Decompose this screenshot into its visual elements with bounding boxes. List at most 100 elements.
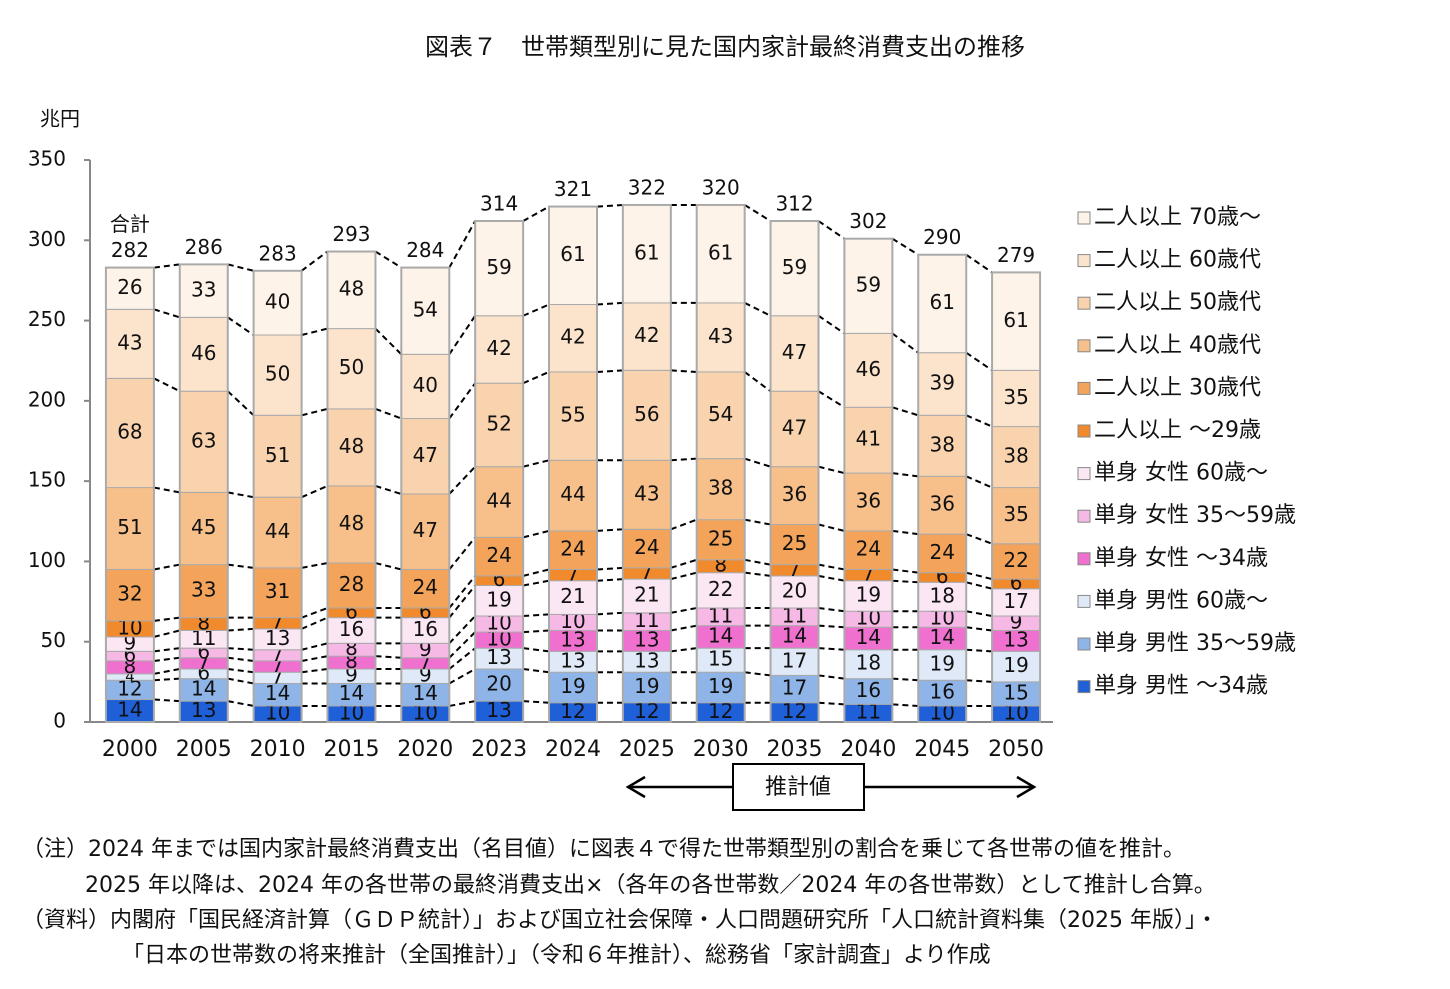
connector bbox=[301, 607, 328, 619]
segment-label: 19 bbox=[930, 651, 955, 675]
connector bbox=[449, 700, 476, 707]
total-label: 320 bbox=[702, 175, 740, 199]
connector bbox=[523, 700, 550, 704]
segment-label: 22 bbox=[708, 577, 733, 601]
legend-label: 単身 男性 35～59歳 bbox=[1094, 631, 1296, 656]
y-tick-label: 150 bbox=[28, 468, 66, 492]
bar-segment bbox=[548, 580, 598, 615]
connector bbox=[227, 677, 254, 685]
connector bbox=[522, 568, 550, 577]
connector bbox=[965, 414, 993, 428]
y-tick-label: 250 bbox=[28, 307, 66, 331]
segment-label: 40 bbox=[413, 373, 438, 397]
segment-label: 35 bbox=[1003, 385, 1028, 409]
legend-label: 単身 男性 60歳～ bbox=[1094, 588, 1268, 613]
connector bbox=[892, 703, 919, 707]
bar-segment bbox=[991, 271, 1041, 371]
bar-segment bbox=[622, 671, 672, 704]
connector bbox=[301, 250, 329, 272]
segment-label: 35 bbox=[1003, 502, 1028, 526]
legend-label: 単身 女性 35～59歳 bbox=[1094, 503, 1296, 528]
connector bbox=[596, 578, 623, 582]
segment-label: 4 bbox=[125, 668, 135, 686]
segment-label: 50 bbox=[265, 362, 290, 386]
segment-label: 59 bbox=[782, 255, 807, 279]
connector bbox=[596, 566, 623, 571]
legend-label: 二人以上 50歳代 bbox=[1094, 290, 1261, 315]
segment-label: 38 bbox=[1003, 444, 1028, 468]
segment-label: 25 bbox=[782, 531, 807, 555]
connector bbox=[448, 615, 476, 645]
segment-label: 44 bbox=[486, 489, 511, 513]
segment-label: 19 bbox=[1003, 653, 1028, 677]
segment-label: 42 bbox=[486, 336, 511, 360]
segment-label: 18 bbox=[856, 651, 881, 675]
bar-segment bbox=[400, 267, 450, 355]
segment-label: 54 bbox=[413, 297, 438, 321]
segment-label: 41 bbox=[856, 427, 881, 451]
segment-label: 17 bbox=[782, 648, 807, 672]
connector bbox=[670, 624, 697, 632]
segment-label: 48 bbox=[339, 511, 364, 535]
connector bbox=[965, 571, 993, 581]
legend-swatch bbox=[1077, 509, 1091, 523]
segment-label: 47 bbox=[782, 415, 807, 439]
connector bbox=[374, 250, 402, 269]
connector bbox=[448, 647, 476, 670]
y-tick-label: 350 bbox=[28, 147, 66, 171]
bar-segment bbox=[696, 302, 746, 373]
segment-label: 17 bbox=[782, 676, 807, 700]
connector bbox=[448, 382, 476, 420]
connector bbox=[301, 655, 328, 662]
connector bbox=[818, 390, 845, 409]
legend-swatch bbox=[1077, 467, 1091, 481]
connector bbox=[596, 203, 623, 208]
segment-label: 13 bbox=[634, 648, 659, 672]
connector bbox=[522, 303, 550, 317]
connector bbox=[301, 485, 328, 499]
connector bbox=[965, 581, 993, 590]
x-tick-label: 2023 bbox=[471, 737, 527, 762]
segment-label: 36 bbox=[856, 489, 881, 513]
segment-label: 14 bbox=[856, 625, 881, 649]
connector bbox=[153, 647, 180, 653]
note: （注）2024 年までは国内家計最終消費支出（名目値）に図表４で得た世帯類型別の… bbox=[22, 837, 1185, 862]
plot: 0501001502002503003501412486910325168432… bbox=[28, 147, 1296, 763]
connector bbox=[818, 701, 845, 706]
estimate-box bbox=[732, 763, 865, 811]
connector bbox=[670, 518, 698, 531]
segment-label: 13 bbox=[265, 626, 290, 650]
segment-label: 43 bbox=[634, 481, 659, 505]
connector bbox=[301, 642, 328, 651]
connector bbox=[448, 220, 477, 269]
x-tick-label: 2030 bbox=[693, 737, 749, 762]
segment-label: 43 bbox=[708, 324, 733, 348]
segment-label: 18 bbox=[930, 583, 955, 607]
total-label: 322 bbox=[628, 175, 666, 199]
segment-label: 61 bbox=[708, 240, 733, 264]
segment-label: 59 bbox=[486, 255, 511, 279]
bar-segment bbox=[253, 496, 303, 569]
connector bbox=[153, 308, 181, 319]
segment-label: 24 bbox=[486, 543, 511, 567]
segment-label: 14 bbox=[117, 697, 142, 721]
bar-segment bbox=[179, 263, 229, 318]
connector bbox=[522, 459, 550, 468]
bar-segment bbox=[474, 315, 524, 384]
bar-segment bbox=[696, 572, 746, 609]
segment-label: 48 bbox=[339, 434, 364, 458]
connector bbox=[523, 629, 550, 634]
bar-outline bbox=[178, 263, 229, 723]
bar-segment bbox=[400, 493, 450, 570]
connector bbox=[744, 457, 771, 468]
segment-label: 68 bbox=[117, 419, 142, 443]
legend-swatch bbox=[1077, 296, 1091, 310]
segment-label: 52 bbox=[486, 411, 511, 435]
connector bbox=[153, 668, 180, 675]
connector bbox=[523, 647, 550, 653]
connector bbox=[153, 486, 180, 494]
bar-outline bbox=[326, 250, 377, 723]
bar-segment bbox=[474, 220, 524, 317]
bar-segment bbox=[326, 562, 376, 609]
